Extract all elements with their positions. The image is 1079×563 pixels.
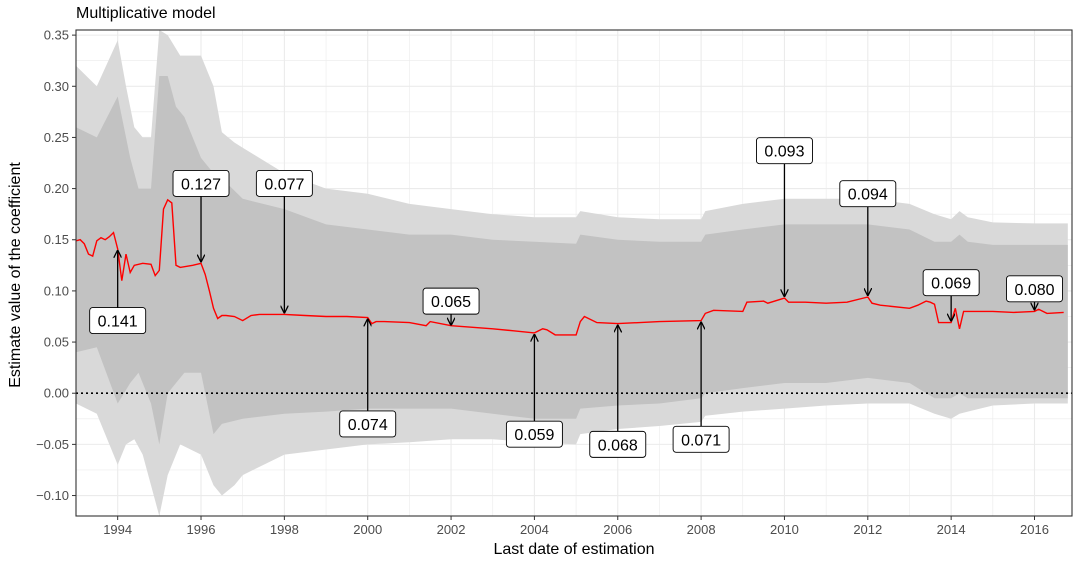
x-tick-label: 1998 xyxy=(270,522,299,537)
y-tick-label: −0.10 xyxy=(36,488,69,503)
annotation-label: 0.069 xyxy=(931,276,971,293)
axes: −0.10 −0.05 0.00 0.05 0.10 0.15 0.20 0.25 0.30 0.… xyxy=(36,28,1049,537)
x-tick-label: 2010 xyxy=(770,522,799,537)
annotation-label-box xyxy=(422,287,480,315)
annotation-label-box xyxy=(756,137,813,165)
y-tick-label: 0.15 xyxy=(44,232,69,247)
annotation-label: 0.093 xyxy=(764,144,804,161)
annotation-label-box xyxy=(589,430,647,458)
estimate-line xyxy=(76,198,1064,336)
annotation-label: 0.094 xyxy=(848,187,888,204)
y-axis-title: Estimate value of the coefficient xyxy=(7,162,24,388)
plot-border xyxy=(75,29,1073,517)
inner-confidence-band xyxy=(76,76,1068,445)
y-tick-label: 0.30 xyxy=(44,79,69,94)
y-tick-label: 0.35 xyxy=(44,28,69,43)
x-tick-label: 2016 xyxy=(1020,522,1049,537)
annotation-label: 0.059 xyxy=(514,427,554,444)
x-axis-title: Last date of estimation xyxy=(493,541,655,558)
x-tick-label: 1996 xyxy=(187,522,216,537)
annotation-label: 0.080 xyxy=(1014,282,1054,299)
annotation-label: 0.065 xyxy=(431,294,471,311)
x-tick-label: 2014 xyxy=(937,522,966,537)
annotation-label-box xyxy=(89,307,147,335)
annotation-label-box xyxy=(505,420,563,448)
y-tick-label: 0.05 xyxy=(44,335,69,350)
annotation-label: 0.077 xyxy=(264,176,304,193)
x-tick-label: 2002 xyxy=(437,522,466,537)
x-tick-label: 2000 xyxy=(353,522,382,537)
y-tick-label: 0.25 xyxy=(44,130,69,145)
x-tick-label: 2006 xyxy=(603,522,632,537)
annotation-label: 0.074 xyxy=(348,417,388,434)
annotation-label: 0.127 xyxy=(181,176,221,193)
annotation-label-box xyxy=(672,425,730,453)
annotation-label-box xyxy=(255,170,313,197)
y-tick-label: 0.00 xyxy=(44,386,69,401)
y-tick-label: 0.20 xyxy=(44,181,69,196)
x-tick-label: 2012 xyxy=(853,522,882,537)
annotation-label: 0.141 xyxy=(98,314,138,331)
annotations: 0.141 0.127 0.077 0.074 0.065 0.059 0.068 0.071… xyxy=(89,137,1063,458)
annotation-label-box xyxy=(172,170,230,197)
annotation-label: 0.068 xyxy=(598,437,638,454)
annotation-label-box xyxy=(1006,275,1063,303)
annotation-label-box xyxy=(839,180,897,208)
y-tick-label: 0.10 xyxy=(44,283,69,298)
x-tick-label: 2004 xyxy=(520,522,549,537)
annotation-label-box xyxy=(339,410,397,438)
x-tick-label: 2008 xyxy=(687,522,716,537)
y-tick-label: −0.05 xyxy=(36,437,69,452)
confidence-bands xyxy=(76,30,1068,516)
x-tick-label: 1994 xyxy=(103,522,132,537)
annotation-label: 0.071 xyxy=(681,432,721,449)
chart-title: Multiplicative model xyxy=(76,5,216,22)
annotation-label-box xyxy=(922,269,980,297)
